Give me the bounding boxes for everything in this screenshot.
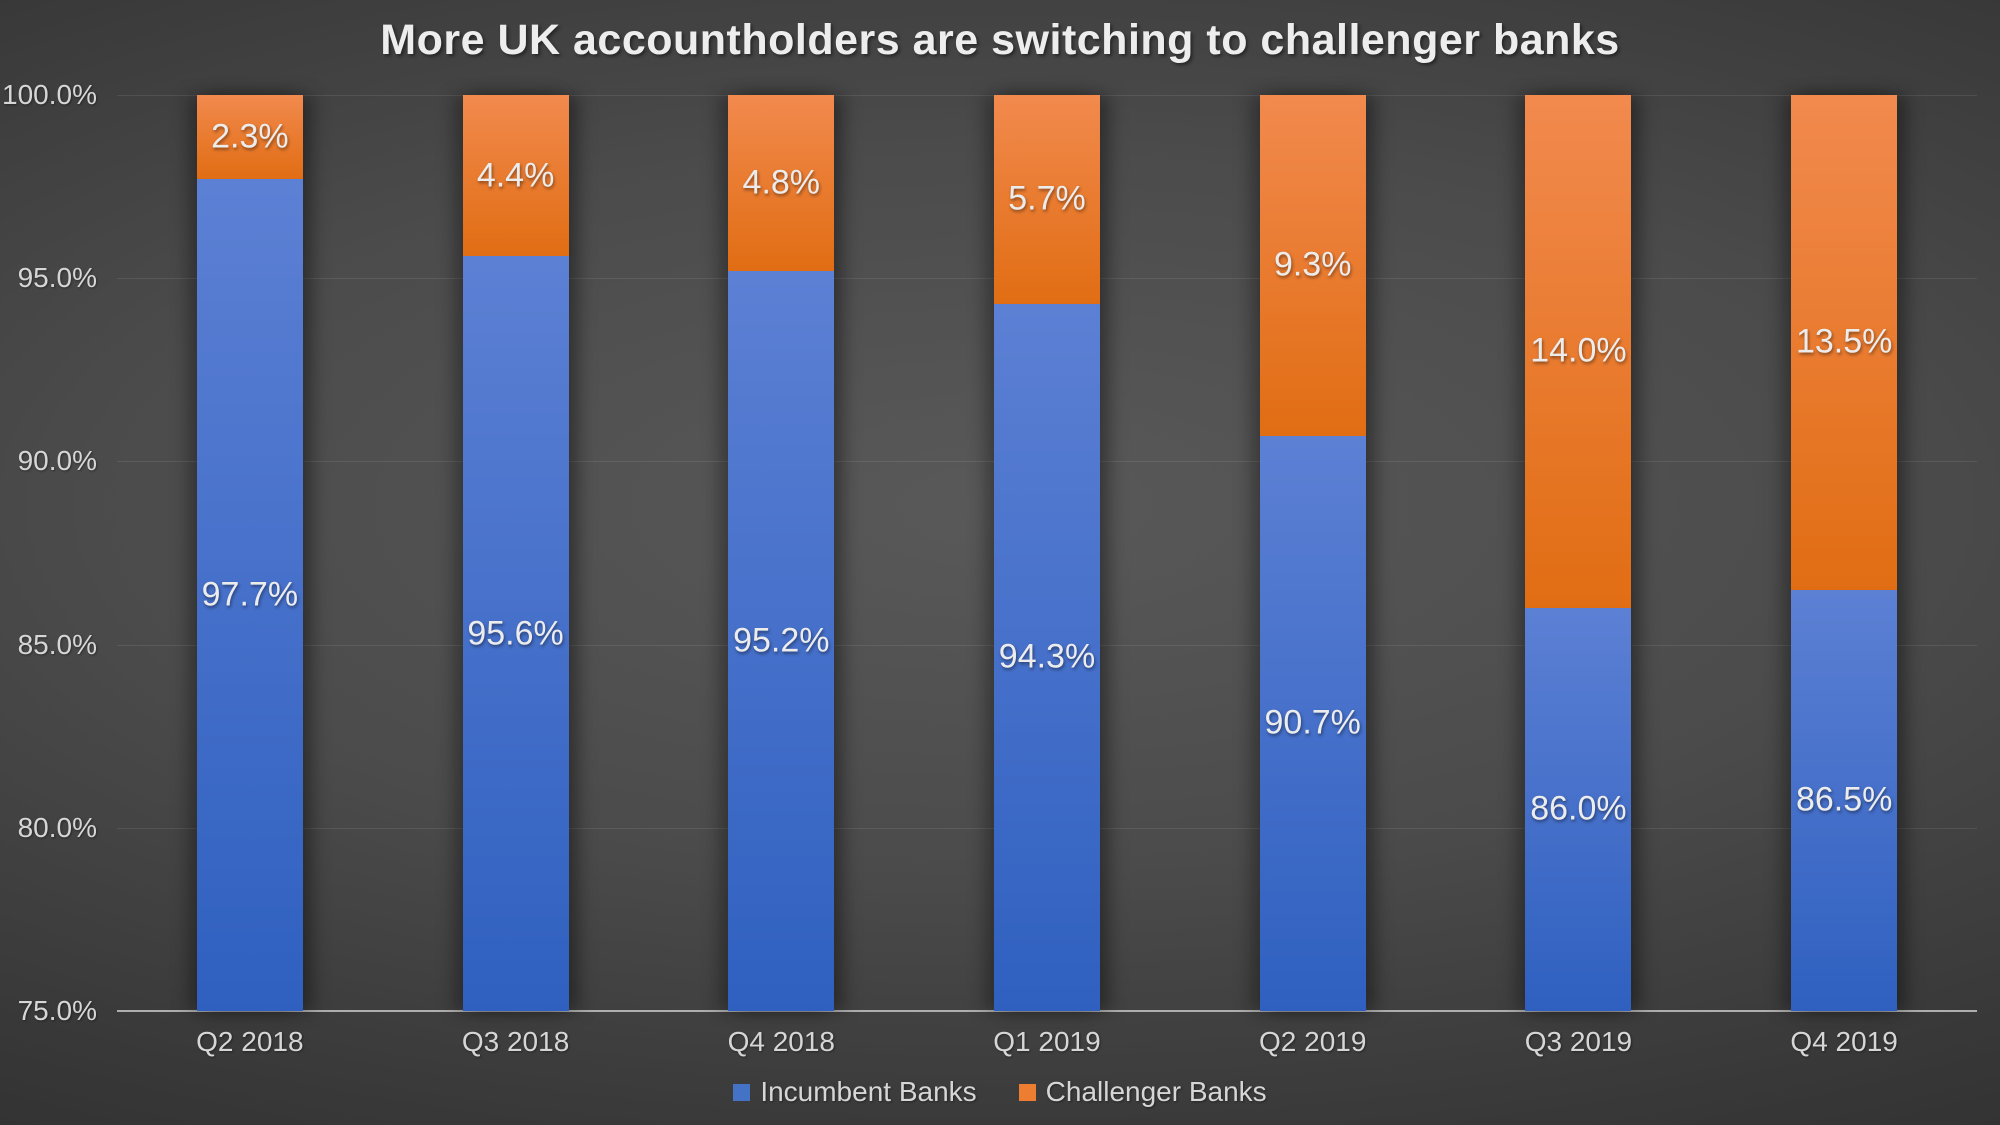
segment-challenger-banks[interactable]: 9.3% — [1259, 95, 1366, 436]
data-label-challenger: 9.3% — [1273, 245, 1352, 284]
bar-q3-2019[interactable]: 14.0% 86.0% — [1525, 95, 1632, 1011]
data-label-challenger: 14.0% — [1530, 331, 1627, 370]
segment-incumbent-banks[interactable]: 95.2% — [728, 270, 835, 1011]
segment-incumbent-banks[interactable]: 94.3% — [994, 303, 1100, 1011]
bar-q4-2019[interactable]: 13.5% 86.5% — [1791, 95, 1898, 1011]
segment-incumbent-banks[interactable]: 90.7% — [1259, 435, 1366, 1011]
data-label-challenger: 2.3% — [211, 117, 289, 156]
data-label-challenger: 13.5% — [1795, 322, 1893, 361]
segment-challenger-banks[interactable]: 14.0% — [1525, 95, 1632, 608]
x-tick-label: Q2 2018 — [196, 1026, 304, 1057]
segment-challenger-banks[interactable]: 13.5% — [1791, 95, 1898, 590]
y-tick-label: 100.0% — [2, 79, 97, 110]
chart-title: More UK accountholders are switching to … — [380, 16, 1620, 64]
data-label-incumbent: 97.7% — [201, 575, 299, 614]
segment-challenger-banks[interactable]: 4.4% — [462, 95, 569, 257]
segment-incumbent-banks[interactable]: 95.6% — [462, 256, 569, 1011]
data-label-challenger: 4.8% — [742, 163, 821, 202]
data-label-incumbent: 86.5% — [1795, 780, 1893, 819]
y-tick-label: 75.0% — [17, 995, 97, 1026]
x-tick-label: Q2 2019 — [1258, 1026, 1367, 1057]
y-tick-label: 80.0% — [17, 811, 97, 843]
data-label-incumbent: 94.3% — [998, 637, 1096, 676]
segment-incumbent-banks[interactable]: 86.5% — [1791, 589, 1898, 1011]
bar-q3-2018[interactable]: 4.4% 95.6% — [462, 95, 569, 1011]
x-tick-label: Q4 2019 — [1790, 1026, 1898, 1057]
legend-swatch-icon — [1018, 1083, 1036, 1101]
segment-incumbent-banks[interactable]: 97.7% — [196, 179, 303, 1011]
segment-challenger-banks[interactable]: 2.3% — [196, 95, 303, 180]
data-label-incumbent: 95.6% — [467, 614, 564, 653]
bar-q2-2019[interactable]: 9.3% 90.7% — [1259, 95, 1366, 1011]
bar-q4-2018[interactable]: 4.8% 95.2% — [728, 95, 835, 1011]
legend: Incumbent Banks Challenger Banks — [0, 1074, 2000, 1110]
data-label-incumbent: 90.7% — [1264, 703, 1361, 742]
y-tick-label: 90.0% — [17, 445, 97, 477]
x-tick-label: Q3 2019 — [1524, 1026, 1633, 1057]
data-label-incumbent: 95.2% — [733, 621, 830, 660]
plot-area: 2.3% 97.7% 4.4% 95.6% 4.8% 95.2% 5.7% 94.3% 9.3%… — [117, 95, 1977, 1012]
legend-label: Challenger Banks — [1045, 1076, 1267, 1107]
legend-item-incumbent-banks[interactable]: Incumbent Banks — [733, 1076, 977, 1108]
x-axis-line — [117, 1010, 1977, 1012]
data-label-challenger: 5.7% — [1008, 179, 1086, 218]
segment-incumbent-banks[interactable]: 86.0% — [1525, 607, 1632, 1011]
bar-q1-2019[interactable]: 5.7% 94.3% — [994, 95, 1100, 1011]
data-label-challenger: 4.4% — [476, 156, 555, 195]
legend-item-challenger-banks[interactable]: Challenger Banks — [1018, 1076, 1267, 1108]
segment-challenger-banks[interactable]: 4.8% — [728, 95, 835, 271]
segment-challenger-banks[interactable]: 5.7% — [994, 95, 1100, 304]
data-label-incumbent: 86.0% — [1530, 789, 1627, 828]
x-tick-label: Q3 2018 — [461, 1026, 570, 1057]
bar-q2-2018[interactable]: 2.3% 97.7% — [196, 95, 303, 1011]
legend-label: Incumbent Banks — [760, 1076, 977, 1107]
legend-swatch-icon — [733, 1083, 751, 1101]
x-tick-label: Q4 2018 — [727, 1026, 835, 1057]
y-tick-label: 95.0% — [17, 262, 97, 294]
y-tick-label: 85.0% — [17, 628, 97, 660]
x-tick-label: Q1 2019 — [993, 1026, 1101, 1057]
